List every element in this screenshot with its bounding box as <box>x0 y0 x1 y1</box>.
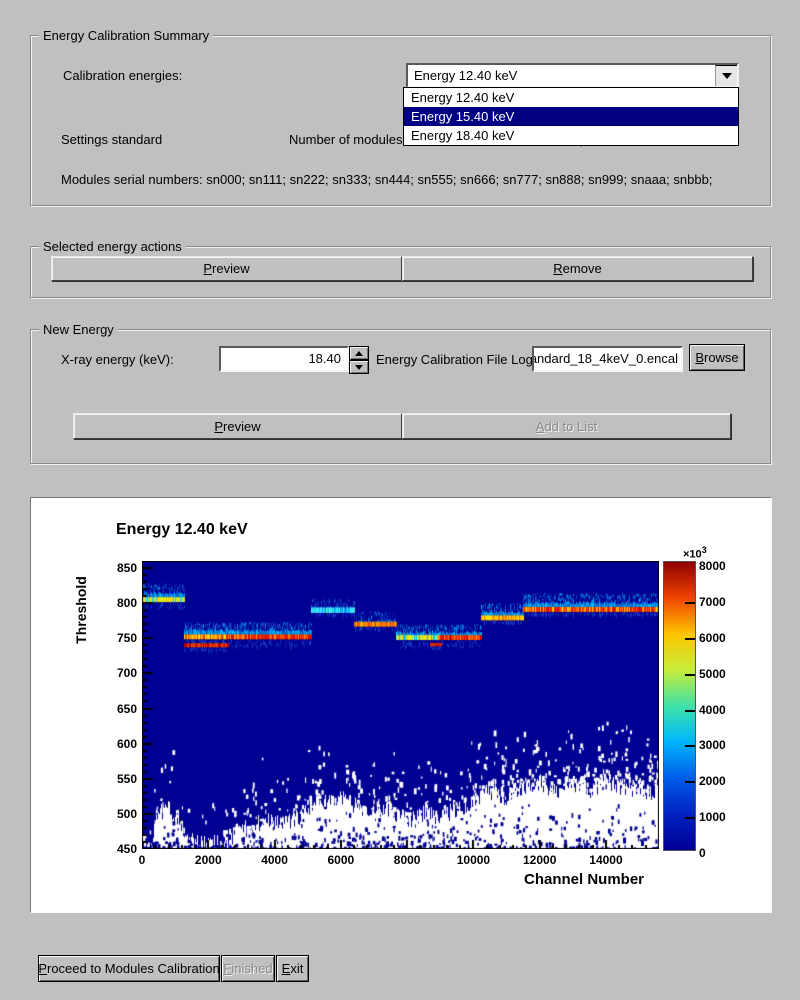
colorbar-tick-mark <box>685 817 695 820</box>
xray-energy-spinbox[interactable]: 18.40 <box>219 346 369 374</box>
plot-title: Energy 12.40 keV <box>116 521 248 538</box>
heatmap-canvas <box>142 561 659 849</box>
x-axis-label: Channel Number <box>523 871 644 888</box>
arrow-up-icon <box>355 350 363 356</box>
chevron-down-icon <box>721 73 732 79</box>
y-tick-label: 850 <box>116 561 137 576</box>
x-tick-label: 12000 <box>523 853 557 867</box>
colorbar-tick-mark <box>685 745 695 748</box>
x-tick-label: 6000 <box>327 853 355 867</box>
new-energy-group: New Energy X-ray energy (keV): 18.40 Ene… <box>30 322 771 464</box>
colorbar-tick-mark <box>685 781 695 784</box>
plot-area: Energy 12.40 keV Threshold ×103 Channel … <box>30 497 772 913</box>
y-tick-label: 600 <box>116 736 137 751</box>
calibration-energies-combobox[interactable]: Energy 12.40 keV <box>406 63 739 88</box>
x-tick-label: 4000 <box>261 853 288 867</box>
arrow-down-icon <box>355 364 363 370</box>
x-tick-label: 14000 <box>589 853 623 867</box>
y-tick-label: 650 <box>116 701 137 716</box>
file-log-label: Energy Calibration File Log <box>376 352 533 367</box>
combobox-value: Energy 12.40 keV <box>414 68 518 83</box>
number-of-modules-label: Number of modules 12 <box>289 132 421 147</box>
colorbar-tick-label: 2000 <box>699 774 726 789</box>
colorbar <box>663 561 696 851</box>
x-tick-label: 0 <box>138 853 146 867</box>
spinbox-value[interactable]: 18.40 <box>308 351 341 366</box>
spin-up-button[interactable] <box>349 346 369 360</box>
colorbar-tick-mark <box>685 673 695 676</box>
colorbar-tick-mark <box>685 637 695 640</box>
colorbar-tick-label: 4000 <box>699 702 726 717</box>
dropdown-item-2[interactable]: Energy 18.40 keV <box>411 128 515 143</box>
colorbar-tick-label: 6000 <box>699 630 726 645</box>
x-tick-label: 8000 <box>393 853 421 867</box>
y-tick-label: 700 <box>116 666 137 681</box>
calibration-energies-label: Calibration energies: <box>63 68 183 83</box>
group-title: Selected energy actions <box>39 239 186 254</box>
colorbar-tick-mark <box>685 709 695 712</box>
group-title: New Energy <box>39 322 118 337</box>
modules-serial-numbers-label: Modules serial numbers: sn000; sn111; sn… <box>61 172 713 187</box>
colorbar-tick-label: 3000 <box>699 738 726 753</box>
spin-down-button[interactable] <box>349 360 369 374</box>
settings-standard-label: Settings standard <box>61 132 163 147</box>
y-tick-label: 750 <box>116 631 137 646</box>
colorbar-tick-label: 0 <box>699 846 706 860</box>
x-tick-label: 10000 <box>456 853 491 867</box>
colorbar-tick-mark <box>685 601 695 604</box>
colorbar-tick-label: 8000 <box>699 559 726 573</box>
y-tick-label: 450 <box>116 842 137 856</box>
colorbar-tick-label: 1000 <box>699 810 726 825</box>
file-log-value: standard_18_4keV_0.encal <box>532 351 678 366</box>
dropdown-item-1[interactable]: Energy 15.40 keV <box>404 107 738 126</box>
dropdown-item-0[interactable]: Energy 12.40 keV <box>411 90 515 105</box>
y-tick-label: 500 <box>116 806 137 821</box>
y-tick-label: 800 <box>116 596 137 611</box>
colorbar-tick-label: 7000 <box>699 594 726 609</box>
xray-energy-label: X-ray energy (keV): <box>61 352 174 367</box>
group-title: Energy Calibration Summary <box>39 28 214 43</box>
combobox-dropdown-button[interactable] <box>715 65 737 86</box>
combobox-dropdown-list: Energy 12.40 keV Energy 15.40 keV Energy… <box>403 87 739 146</box>
colorbar-multiplier: ×103 <box>683 545 707 561</box>
y-tick-label: 550 <box>116 771 137 786</box>
file-log-input[interactable]: standard_18_4keV_0.encal <box>532 346 683 372</box>
x-tick-label: 2000 <box>194 853 222 867</box>
colorbar-tick-label: 5000 <box>699 666 726 681</box>
